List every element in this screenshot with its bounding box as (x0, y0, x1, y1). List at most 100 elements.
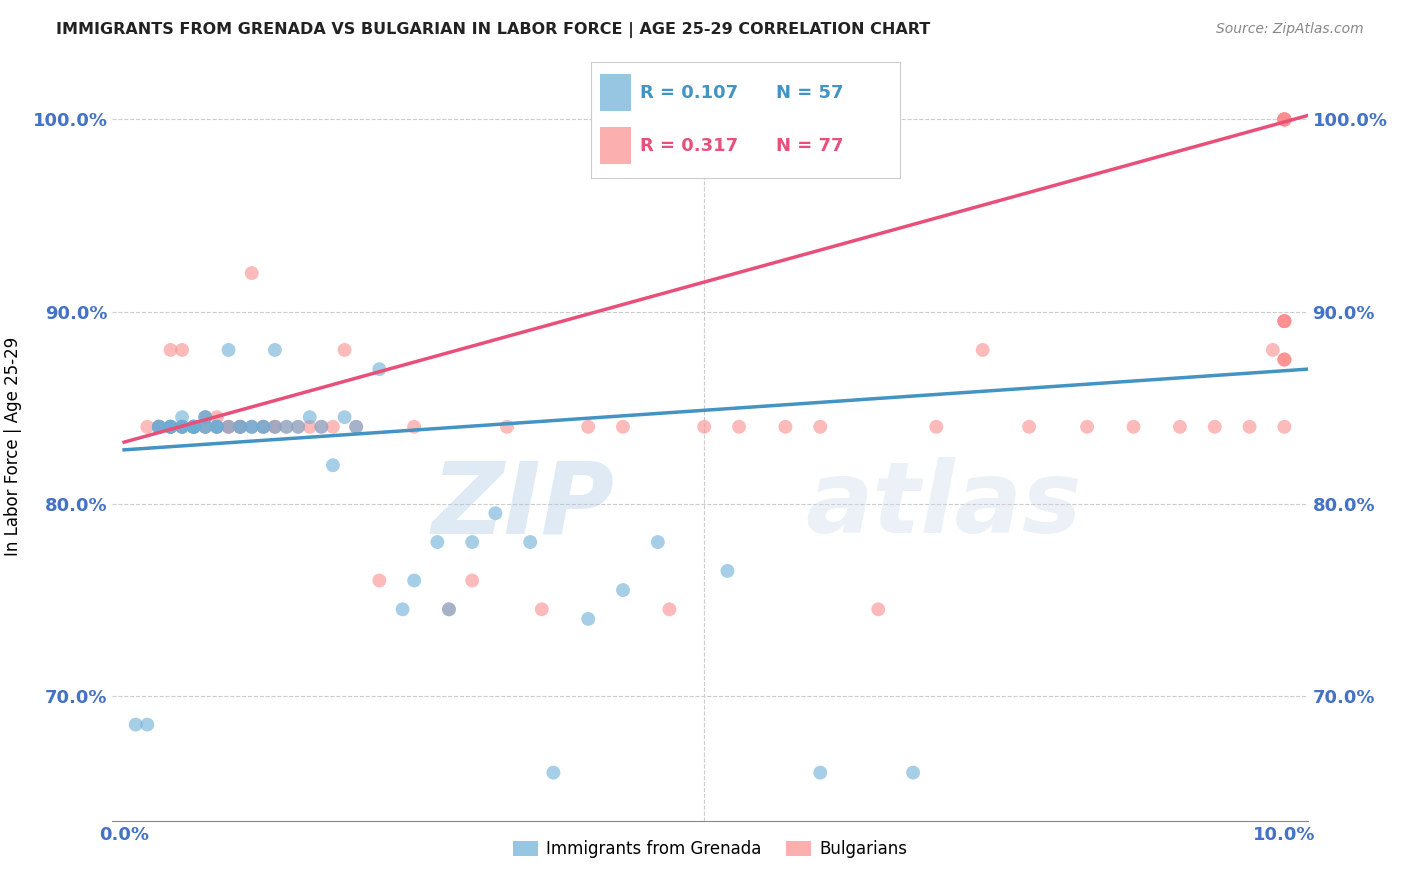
Point (1272, 314, 1295, 328)
Point (159, 419, 181, 434)
Point (136, 717, 159, 731)
Text: ZIP: ZIP (432, 458, 614, 555)
Point (1239, 419, 1261, 434)
Point (333, 410, 356, 425)
Point (148, 419, 170, 434)
Point (344, 419, 367, 434)
Point (1204, 419, 1226, 434)
Point (1272, 352, 1295, 367)
Point (437, 602, 460, 616)
Point (183, 419, 205, 434)
Point (612, 583, 634, 598)
Bar (600, 74, 631, 112)
Point (868, 602, 890, 616)
Point (218, 419, 240, 434)
Point (322, 419, 344, 434)
Point (148, 419, 170, 434)
Point (298, 410, 321, 425)
Point (333, 343, 356, 357)
Point (252, 419, 274, 434)
Point (1018, 419, 1040, 434)
Point (183, 419, 205, 434)
Point (1168, 419, 1191, 434)
Point (647, 535, 669, 549)
Point (252, 419, 274, 434)
Point (240, 419, 263, 434)
Text: R = 0.107: R = 0.107 (640, 84, 738, 102)
Point (1261, 343, 1284, 357)
Point (159, 419, 181, 434)
Point (1272, 112, 1295, 127)
Point (543, 765, 565, 780)
Point (496, 419, 519, 434)
Point (775, 419, 797, 434)
Point (276, 419, 298, 434)
Point (276, 419, 298, 434)
Point (461, 574, 484, 588)
Point (287, 419, 309, 434)
Point (252, 419, 274, 434)
Point (461, 535, 484, 549)
Point (194, 419, 217, 434)
Point (298, 419, 321, 434)
Point (484, 506, 506, 520)
Point (925, 419, 948, 434)
Point (264, 343, 287, 357)
Point (159, 343, 181, 357)
Point (1272, 314, 1295, 328)
Point (159, 419, 181, 434)
Point (1272, 352, 1295, 367)
Point (229, 419, 252, 434)
Point (344, 419, 367, 434)
Point (404, 419, 426, 434)
Point (1272, 112, 1295, 127)
Legend: Immigrants from Grenada, Bulgarians: Immigrants from Grenada, Bulgarians (506, 833, 914, 864)
Point (172, 419, 194, 434)
Point (159, 419, 181, 434)
Point (148, 419, 170, 434)
Point (194, 410, 217, 425)
Point (716, 564, 738, 578)
Point (125, 717, 148, 731)
Point (519, 535, 541, 549)
Point (183, 419, 205, 434)
Point (183, 419, 205, 434)
Point (1272, 112, 1295, 127)
Point (1272, 352, 1295, 367)
Point (172, 419, 194, 434)
Point (1272, 419, 1295, 434)
Point (658, 602, 681, 616)
Point (264, 419, 287, 434)
Text: R = 0.317: R = 0.317 (640, 137, 738, 155)
Point (229, 419, 252, 434)
Point (205, 419, 228, 434)
Point (693, 419, 716, 434)
Point (1272, 314, 1295, 328)
Point (240, 419, 263, 434)
Point (159, 419, 181, 434)
Point (972, 343, 994, 357)
Point (1272, 112, 1295, 127)
Point (368, 574, 391, 588)
Point (159, 419, 181, 434)
Point (205, 419, 228, 434)
Point (426, 535, 449, 549)
Point (808, 419, 831, 434)
Point (404, 574, 426, 588)
Point (264, 419, 287, 434)
Point (530, 602, 553, 616)
Point (391, 602, 413, 616)
Point (194, 419, 217, 434)
Point (1272, 112, 1295, 127)
Point (194, 410, 217, 425)
Point (172, 343, 194, 357)
Point (808, 765, 831, 780)
Point (287, 419, 309, 434)
Point (1272, 314, 1295, 328)
Point (728, 419, 751, 434)
Point (240, 266, 263, 280)
Text: N = 77: N = 77 (776, 137, 844, 155)
Point (576, 612, 599, 626)
Point (229, 419, 252, 434)
Point (136, 419, 159, 434)
